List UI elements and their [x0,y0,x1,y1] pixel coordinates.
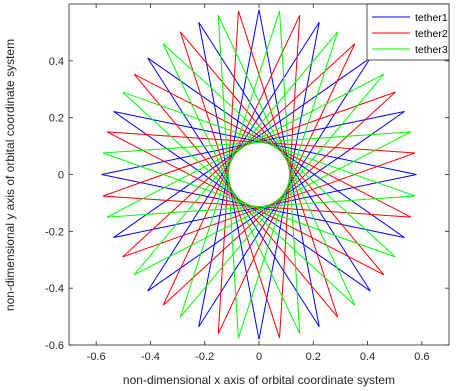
x-tick-label: 0.6 [414,351,429,363]
series-line-tether2 [102,10,416,339]
x-tick-label: 0 [256,351,262,363]
y-tick-label: 0 [58,170,64,182]
y-tick-label: -0.4 [45,283,64,295]
legend: tether1 tether2 tether3 [366,3,450,61]
legend-label-tether2: tether2 [415,28,448,40]
x-tick-label: -0.6 [87,351,106,363]
y-tick-label: 0.2 [49,113,64,125]
plot-area [68,3,450,346]
y-tick-label: 0.4 [49,56,64,68]
legend-box [366,3,450,61]
legend-label-tether1: tether1 [415,12,448,24]
series-layer [101,9,417,340]
x-tick-label: 0.2 [306,351,321,363]
y-tick-label: -0.2 [45,226,64,238]
x-tick-label: -0.2 [195,351,214,363]
y-axis-label: non-dimensional y axis of orbital coordi… [3,39,17,311]
x-tick-label: -0.4 [141,351,160,363]
series-line-tether3 [102,10,416,339]
axes-layer: -0.6 -0.4 -0.2 0 0.2 0.4 0.6 -0.6 -0.4 -0.2 0 0.2 0.… [45,4,449,363]
y-tick-label: -0.6 [45,340,64,352]
series-line-tether1 [101,9,417,340]
x-axis-label: non-dimensional x axis of orbital coordi… [123,373,395,387]
x-tick-label: 0.4 [360,351,375,363]
legend-label-tether3: tether3 [415,44,448,56]
